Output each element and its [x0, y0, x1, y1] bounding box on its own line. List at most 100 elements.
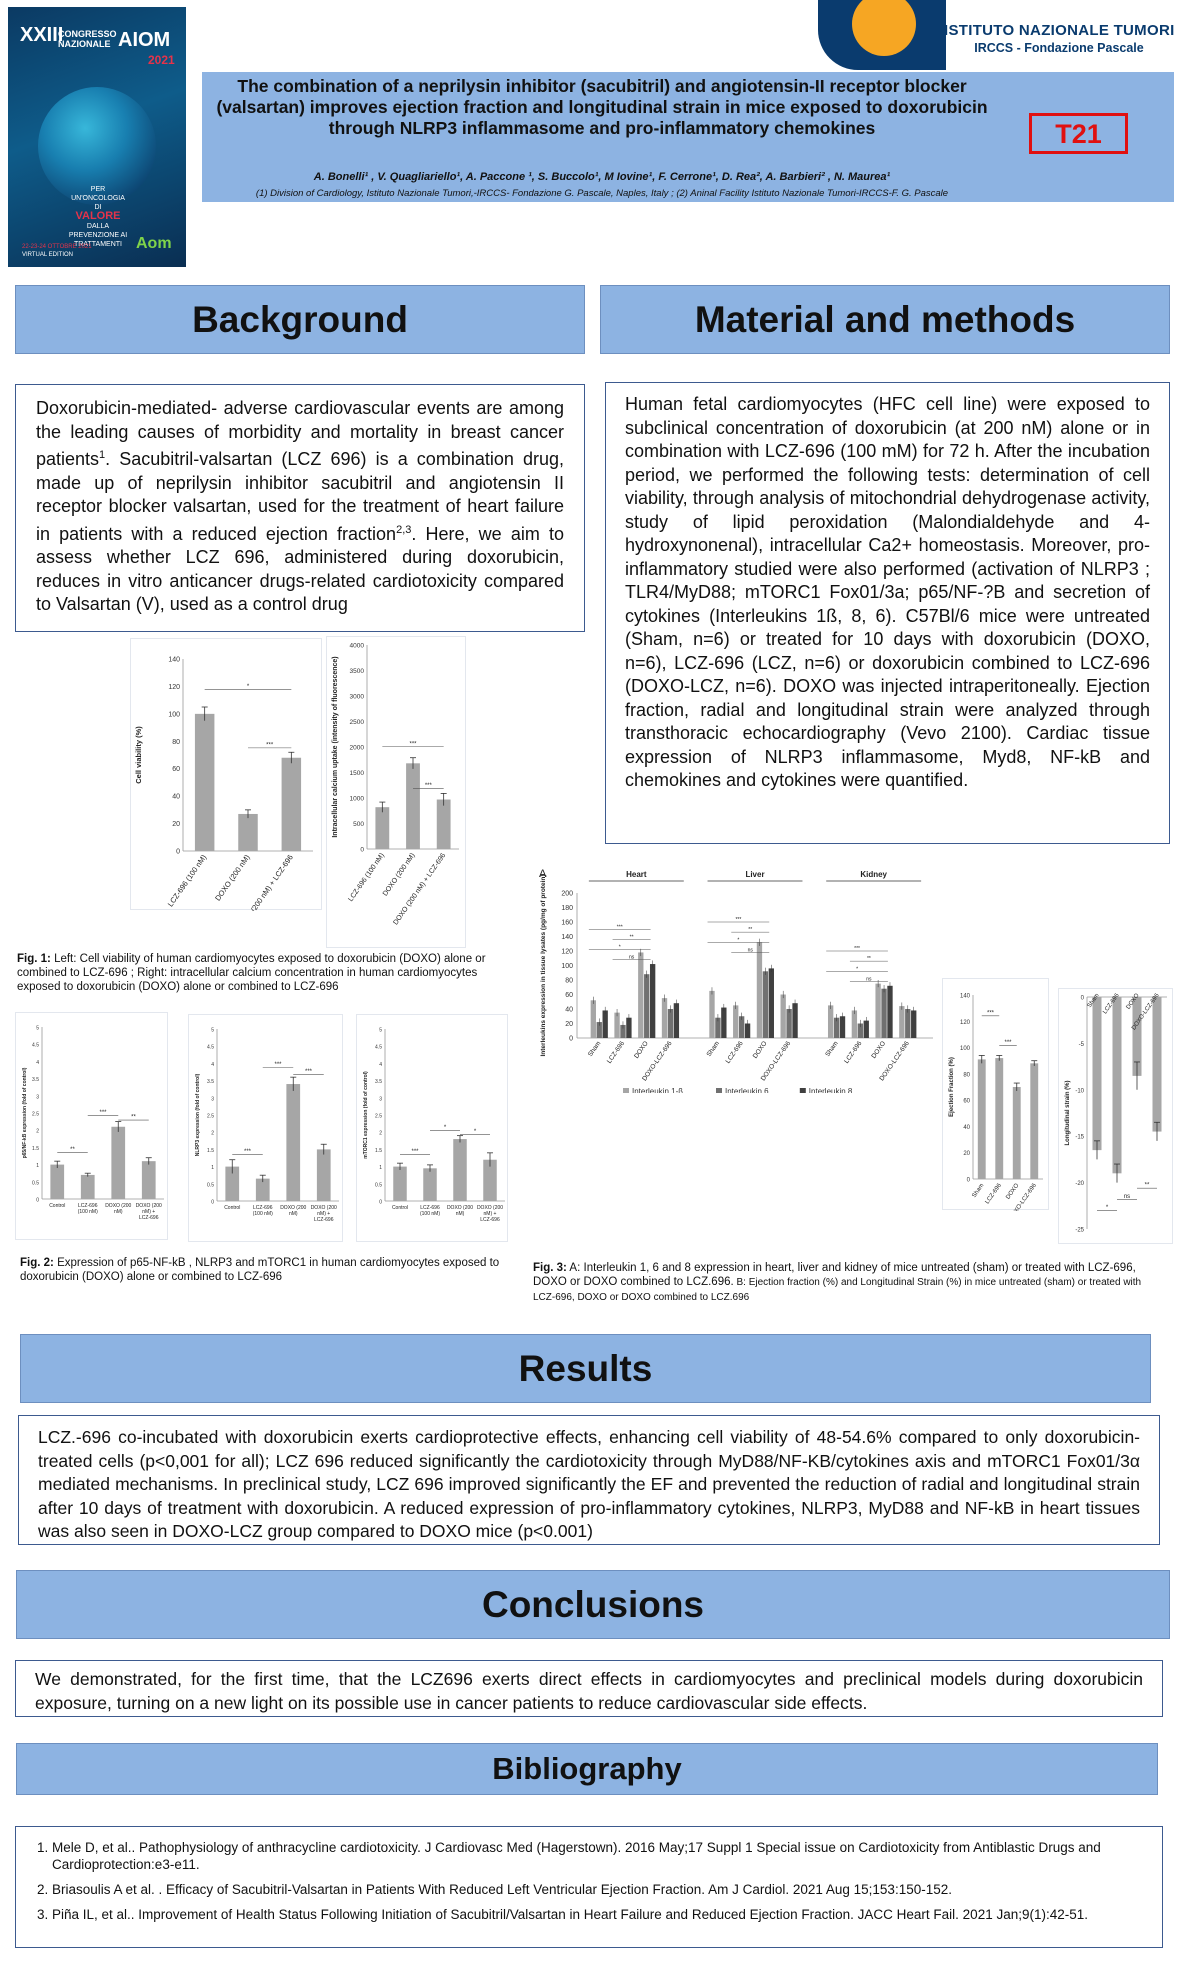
y-tick-label: 3.5	[207, 1079, 214, 1085]
y-tick-label: 2.5	[375, 1114, 382, 1120]
conclusions-heading: Conclusions	[16, 1570, 1170, 1639]
bar	[756, 942, 763, 1038]
cover-dates: 22-23-24 OTTOBRE 2021 VIRTUAL EDITION	[22, 243, 92, 259]
significance-label: *	[444, 1125, 447, 1131]
significance-label: ***	[244, 1149, 252, 1155]
y-tick-label: 3	[36, 1094, 39, 1100]
institute-name: ISTITUTO NAZIONALE TUMORI	[944, 22, 1175, 39]
legend-label: Interleukin 6	[725, 1087, 769, 1093]
bibliography-box: Mele D, et al.. Pathophysiology of anthr…	[15, 1826, 1163, 1948]
bar	[483, 1159, 497, 1201]
bar	[1152, 997, 1162, 1132]
legend-swatch	[799, 1088, 806, 1094]
y-tick-label: 3	[211, 1096, 214, 1102]
significance-label: ***	[266, 742, 274, 748]
y-tick-label: 140	[168, 657, 180, 664]
y-tick-label: 120	[960, 1020, 971, 1026]
significance-label: **	[867, 956, 871, 962]
significance-label: **	[630, 934, 634, 940]
bar	[194, 713, 215, 851]
bar	[661, 998, 668, 1038]
significance-label: ***	[274, 1062, 282, 1068]
cover-tagline-valore: VALORE	[75, 210, 121, 222]
significance-label: ***	[1004, 1040, 1012, 1046]
y-tick-label: 1500	[350, 770, 365, 777]
y-tick-label: 1	[379, 1165, 382, 1171]
x-tick-label: nM) +	[317, 1211, 330, 1217]
bibliography-item: Mele D, et al.. Pathophysiology of anthr…	[52, 1839, 1148, 1873]
cover-year: 2021	[148, 53, 175, 67]
fig2-mtorc1-chart: 0 0.5 1 1.5 2 2.5 3 3.5 4 4.5 5 mTORC1 expression (…	[363, 1028, 505, 1223]
x-tick-label: Sham	[824, 1040, 839, 1058]
x-tick-label: nM) +	[484, 1211, 497, 1217]
congress-cover-image: XXIII CONGRESSO NAZIONALE AIOM 2021 PER UN…	[8, 7, 186, 267]
institute-subtitle: IRCCS - Fondazione Pascale	[974, 41, 1144, 55]
poster-title: The combination of a neprilysin inhibito…	[216, 76, 988, 138]
bar	[590, 1000, 596, 1038]
bibliography-item: Briasoulis A et al. . Efficacy of Sacubi…	[52, 1881, 1148, 1898]
y-axis-title: mTORC1 expression (fold of control)	[363, 1071, 369, 1159]
x-tick-label: DOXO (200	[280, 1205, 306, 1211]
significance-label: ***	[409, 741, 417, 747]
y-tick-label: 0	[379, 1200, 382, 1206]
y-tick-label: 2000	[350, 745, 365, 752]
y-tick-label: 5	[379, 1028, 382, 1034]
bar	[881, 988, 887, 1038]
significance-label: *	[619, 945, 621, 951]
panel-label: B	[945, 979, 952, 980]
results-text: LCZ.-696 co-incubated with doxorubicin e…	[38, 1427, 1140, 1541]
cover-sphere-graphic	[38, 87, 156, 205]
x-tick-label: DOXO (200 nM) + LCZ-696	[392, 852, 447, 926]
fig2-nlrp3-panel: 0 0.5 1 1.5 2 2.5 3 3.5 4 4.5 5 NLRP3 expression (f…	[188, 1014, 343, 1242]
cover-tagline-bottom: DALLA PREVENZIONE AI TRATTAMENTI	[68, 223, 128, 248]
x-tick-label: LCZ-696	[139, 1215, 159, 1221]
y-tick-label: 140	[960, 994, 971, 1000]
y-tick-label: 0	[1081, 996, 1085, 1002]
fig2-nfkb-chart: 0 0.5 1 1.5 2 2.5 3 3.5 4 4.5 5 p65/NF-kB expressio…	[22, 1026, 164, 1221]
significance-label: **	[748, 927, 752, 933]
background-heading: Background	[15, 285, 585, 354]
significance-label: ***	[987, 1010, 995, 1016]
bar	[667, 1009, 674, 1038]
results-box: LCZ.-696 co-incubated with doxorubicin e…	[18, 1415, 1160, 1545]
significance-label: *	[1106, 1205, 1109, 1211]
cover-congress-line1: CONGRESSO	[58, 29, 117, 39]
x-tick-label: (100 nM)	[420, 1211, 440, 1217]
fig3-caption-a: A: Interleukin 1, 6 and 8 expression in …	[533, 1262, 1136, 1288]
y-tick-label: 3.5	[375, 1079, 382, 1085]
fig3-label: Fig. 3:	[533, 1262, 567, 1274]
bar	[875, 983, 881, 1038]
conclusions-text: We demonstrated, for the first time, tha…	[35, 1669, 1143, 1713]
group-title: Heart	[626, 870, 647, 879]
bar	[1030, 1063, 1039, 1179]
background-box: Doxorubicin-mediated- adverse cardiovasc…	[15, 384, 585, 632]
bar	[255, 1178, 270, 1201]
bar	[786, 1009, 792, 1038]
bar	[423, 1168, 437, 1201]
institute-logo: ISTITUTO NAZIONALE TUMORI IRCCS - Fondaz…	[944, 22, 1184, 55]
significance-label: *	[474, 1129, 477, 1135]
y-tick-label: 160	[561, 920, 573, 927]
fig1-viability-panel: 0 20 40 60 80 100 120 140 Cell viability (%) LCZ-…	[130, 638, 322, 933]
y-axis-title: Longitudinal strain (%)	[1065, 1081, 1071, 1146]
fig3-caption: Fig. 3: A: Interleukin 1, 6 and 8 expres…	[533, 1261, 1153, 1305]
x-tick-label: LCZ-696	[985, 1182, 1004, 1205]
x-tick-label: Control	[49, 1203, 65, 1209]
cover-tagline-top: PER	[90, 186, 106, 193]
y-tick-label: 1.5	[375, 1148, 382, 1154]
cover-congress-line2: NAZIONALE	[58, 39, 111, 49]
y-tick-label: 20	[565, 1021, 573, 1028]
legend-swatch	[623, 1088, 629, 1094]
x-tick-label: DOXO	[752, 1040, 769, 1060]
y-tick-label: 0	[211, 1200, 214, 1206]
bar	[673, 1003, 680, 1038]
poster-authors: A. Bonelli¹ , V. Quagliariello¹, A. Pacc…	[313, 171, 891, 183]
significance-label: **	[70, 1147, 75, 1153]
bar	[225, 1166, 240, 1201]
bar	[375, 807, 390, 849]
x-tick-label: (100 nM)	[78, 1209, 98, 1215]
cover-aom-logo: Aom	[136, 235, 172, 252]
bar	[1092, 997, 1102, 1151]
y-tick-label: 200	[561, 891, 573, 898]
y-axis-title: Interleukins expression in tissue lysate…	[540, 874, 547, 1056]
